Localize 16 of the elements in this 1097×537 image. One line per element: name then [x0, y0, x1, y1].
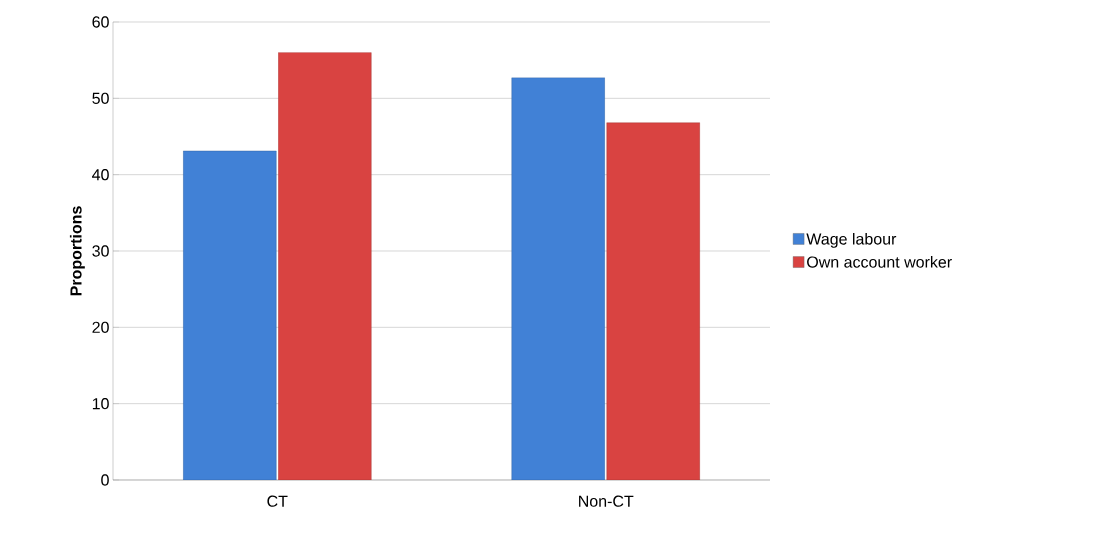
legend-label: Wage labour [806, 232, 897, 248]
y-tick-label: 10 [92, 397, 109, 410]
y-tick-label: 30 [92, 245, 109, 257]
y-tick-label: 60 [92, 16, 109, 28]
bar [278, 52, 372, 480]
legend-label: Own account worker [807, 255, 952, 268]
y-tick-label: 50 [92, 92, 109, 104]
y-tick-label: 0 [101, 474, 109, 486]
bar [183, 150, 277, 480]
bar [511, 77, 605, 480]
x-tick-label: CT [267, 495, 288, 507]
y-tick-label: 40 [92, 169, 109, 181]
bar [606, 122, 700, 480]
x-tick-label: Non-CT [579, 495, 634, 507]
y-tick-label: 20 [92, 321, 109, 333]
y-axis-title: Proportions [69, 206, 85, 296]
